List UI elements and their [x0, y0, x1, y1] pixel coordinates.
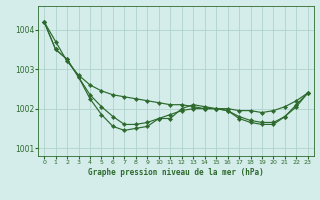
X-axis label: Graphe pression niveau de la mer (hPa): Graphe pression niveau de la mer (hPa) [88, 168, 264, 177]
